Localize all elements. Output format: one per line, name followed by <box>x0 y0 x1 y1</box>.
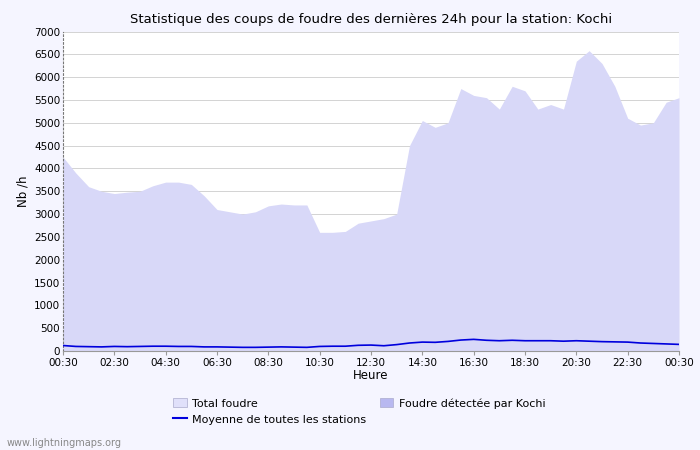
X-axis label: Heure: Heure <box>354 369 388 382</box>
Legend: Total foudre, Moyenne de toutes les stations, Foudre détectée par Kochi: Total foudre, Moyenne de toutes les stat… <box>174 398 545 425</box>
Text: www.lightningmaps.org: www.lightningmaps.org <box>7 438 122 448</box>
Y-axis label: Nb /h: Nb /h <box>17 176 30 207</box>
Title: Statistique des coups de foudre des dernières 24h pour la station: Kochi: Statistique des coups de foudre des dern… <box>130 13 612 26</box>
